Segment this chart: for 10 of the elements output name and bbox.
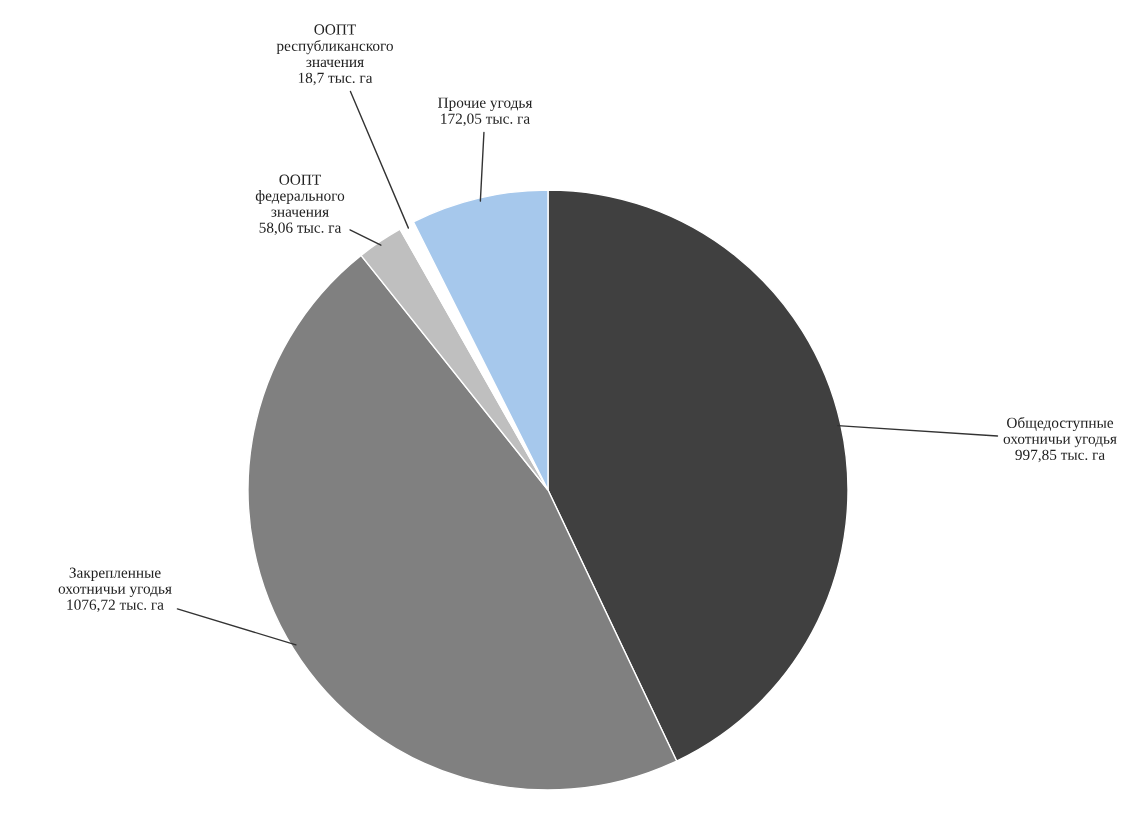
slice-label: ООПТ республиканского значения — [276, 24, 393, 68]
data-label: 172,05 тыс. га — [441, 113, 530, 127]
slice-label: Общедоступные охотничьи угодья — [1003, 416, 1117, 448]
slice-label: Прочие угодья — [438, 97, 533, 111]
data-label: 1076,72 тыс. га — [67, 599, 164, 613]
slice-label: ООПТ федерального значения — [255, 174, 345, 217]
data-label: 58,06 тыс. га — [259, 222, 342, 235]
data-label: 997,85 тыс. га — [1015, 449, 1105, 463]
slice-label: Закрепленные охотничьи угодья — [58, 567, 172, 597]
data-label: 18,7 тыс. га — [298, 72, 373, 86]
